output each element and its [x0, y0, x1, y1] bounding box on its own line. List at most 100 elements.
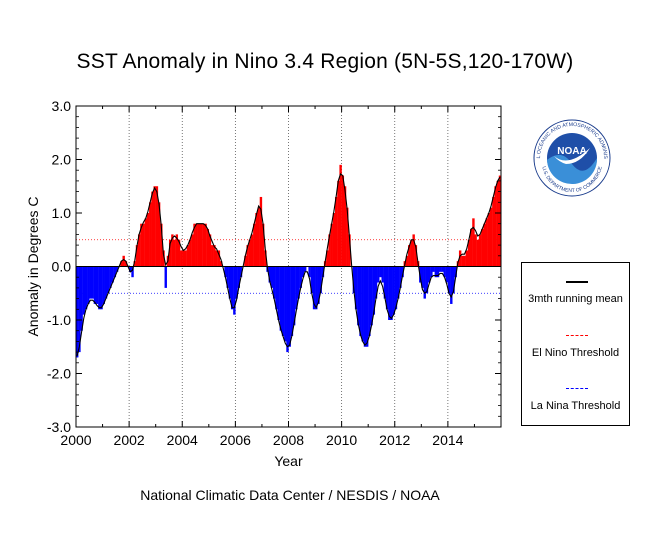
bar	[414, 245, 418, 267]
bar	[436, 266, 440, 278]
bar	[175, 234, 179, 267]
legend: 3mth running mean El Nino Threshold La N…	[521, 262, 630, 426]
bar	[239, 266, 243, 278]
bar	[357, 266, 360, 326]
bar	[319, 266, 322, 294]
x-tick-label: 2004	[167, 432, 198, 448]
y-tick-label: -1.0	[47, 312, 71, 328]
bar	[337, 180, 340, 267]
bar	[261, 223, 265, 267]
bar	[144, 218, 148, 267]
bar	[370, 266, 373, 326]
bar	[213, 245, 216, 267]
bar	[339, 164, 342, 267]
bar	[312, 266, 316, 310]
bar	[410, 239, 413, 267]
bar	[146, 213, 150, 267]
bar	[396, 266, 400, 299]
x-axis-label: Year	[274, 453, 303, 469]
bar	[164, 266, 167, 288]
bar	[264, 250, 267, 267]
bar	[388, 266, 391, 320]
bar	[109, 266, 112, 288]
bar	[401, 266, 404, 278]
bar	[195, 223, 198, 267]
bar	[441, 266, 444, 272]
bar	[91, 266, 94, 299]
bar	[494, 186, 497, 267]
bar	[131, 266, 134, 278]
bar	[135, 245, 139, 267]
footer-credit: National Climatic Data Center / NESDIS /…	[140, 487, 440, 503]
bar	[248, 239, 252, 267]
bar	[299, 266, 302, 288]
bar	[432, 266, 435, 272]
bar	[155, 186, 159, 267]
bar	[89, 266, 92, 299]
x-tick-label: 2002	[114, 432, 145, 448]
bar	[80, 266, 83, 331]
bar	[270, 266, 274, 288]
bar	[87, 266, 90, 304]
x-tick-label: 2014	[432, 432, 463, 448]
bar	[317, 266, 320, 304]
bar	[173, 239, 176, 267]
bar	[199, 223, 203, 267]
bar	[255, 213, 258, 267]
bar	[84, 266, 88, 310]
bar	[237, 266, 241, 288]
bar	[106, 266, 110, 294]
x-tick-label: 2006	[220, 432, 251, 448]
bar	[423, 266, 426, 299]
bar	[341, 175, 345, 267]
bar	[180, 250, 183, 267]
bar	[489, 207, 493, 267]
bar	[408, 245, 411, 267]
x-tick-label: 2010	[326, 432, 357, 448]
bar	[257, 207, 260, 267]
bar	[102, 266, 105, 304]
bar	[394, 266, 398, 310]
bar	[259, 196, 263, 267]
legend-swatch-la-nina	[566, 388, 588, 389]
bar	[461, 255, 464, 267]
bar	[197, 223, 201, 267]
bar	[235, 266, 238, 299]
bar	[334, 196, 338, 267]
bar	[421, 266, 424, 288]
bar	[277, 266, 280, 320]
bar	[253, 223, 256, 267]
bar	[76, 266, 79, 358]
bar	[377, 266, 380, 283]
bar	[186, 245, 190, 267]
bar	[157, 202, 161, 267]
bar	[308, 266, 311, 278]
y-tick-label: 2.0	[52, 152, 72, 168]
bar	[478, 234, 482, 267]
bar	[496, 180, 499, 267]
bar	[206, 229, 210, 267]
bar	[439, 266, 442, 272]
legend-label-running-mean: 3mth running mean	[528, 293, 623, 305]
bar	[297, 266, 300, 299]
chart-title: SST Anomaly in Nino 3.4 Region (5N-5S,12…	[76, 50, 574, 73]
bar	[487, 213, 491, 267]
bar	[321, 266, 325, 278]
threshold-layer	[76, 239, 501, 294]
bar	[383, 266, 387, 299]
bar	[233, 266, 236, 315]
bar	[115, 266, 119, 272]
bar	[427, 266, 431, 283]
bar	[204, 223, 207, 267]
logo-center-text: NOAA	[557, 146, 586, 157]
bar	[219, 261, 223, 267]
legend-swatch-el-nino	[566, 335, 588, 336]
bar	[162, 250, 165, 267]
bar	[470, 229, 473, 267]
bar	[359, 266, 362, 337]
bar	[82, 266, 86, 315]
bar	[332, 213, 336, 267]
bar	[284, 266, 287, 342]
y-axis-label: Anomaly in Degrees C	[25, 196, 41, 336]
legend-swatch-running-mean	[566, 281, 588, 283]
